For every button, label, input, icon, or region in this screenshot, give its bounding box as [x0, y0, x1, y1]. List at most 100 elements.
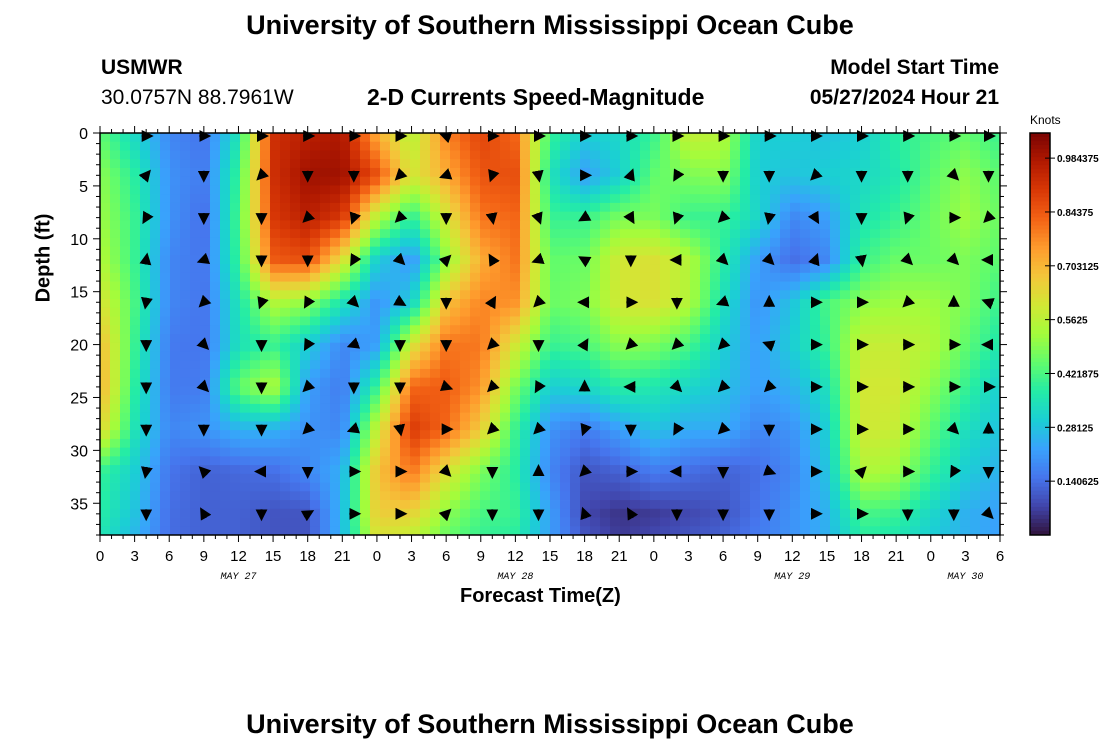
heatmap-cell	[590, 325, 601, 335]
heatmap-cell	[700, 220, 711, 230]
heatmap-cell	[890, 220, 901, 230]
heatmap-cell	[740, 325, 751, 335]
heatmap-cell	[810, 159, 821, 169]
heatmap-cell	[790, 360, 801, 370]
heatmap-cell	[640, 465, 651, 475]
heatmap-cell	[940, 351, 951, 361]
heatmap-cell	[420, 176, 431, 186]
heatmap-cell	[100, 255, 111, 265]
colorbar-swatch	[1030, 522, 1050, 528]
heatmap-cell	[750, 334, 761, 344]
heatmap-cell	[700, 377, 711, 387]
heatmap-cell	[670, 360, 681, 370]
heatmap-cell	[470, 456, 481, 466]
heatmap-cell	[690, 491, 701, 501]
heatmap-cell	[790, 430, 801, 440]
heatmap-cell	[100, 220, 111, 230]
heatmap-cell	[320, 334, 331, 344]
heatmap-cell	[830, 141, 841, 151]
heatmap-cell	[440, 307, 451, 317]
heatmap-cell	[790, 176, 801, 186]
heatmap-cell	[910, 167, 921, 178]
heatmap-cell	[540, 141, 551, 151]
heatmap-cell	[740, 386, 751, 396]
heatmap-cell	[800, 377, 811, 387]
heatmap-cell	[880, 237, 891, 248]
heatmap-cell	[400, 368, 411, 379]
heatmap-cell	[150, 473, 161, 483]
heatmap-cell	[140, 500, 151, 510]
heatmap-cell	[460, 176, 471, 186]
heatmap-cell	[710, 159, 721, 169]
heatmap-cell	[130, 438, 141, 449]
heatmap-cell	[920, 167, 931, 178]
heatmap-cell	[820, 334, 831, 344]
heatmap-cell	[950, 176, 961, 186]
colorbar: 0.9843750.843750.7031250.56250.4218750.2…	[1029, 132, 1099, 536]
heatmap-cell	[220, 508, 231, 518]
heatmap-cell	[400, 325, 411, 335]
heatmap-cell	[230, 185, 241, 195]
heatmap-cell	[360, 360, 371, 370]
heatmap-cell	[270, 377, 281, 387]
heatmap-cell	[910, 368, 921, 379]
heatmap-cell	[340, 377, 351, 387]
heatmap-cell	[630, 316, 641, 326]
colorbar-swatch	[1030, 141, 1050, 146]
heatmap-cell	[530, 220, 541, 230]
heatmap-cell	[720, 237, 731, 248]
heatmap-cell	[880, 307, 891, 317]
heatmap-cell	[550, 517, 561, 527]
heatmap-cell	[250, 403, 261, 414]
heatmap-cell	[390, 403, 401, 414]
heatmap-cell	[270, 412, 281, 422]
heatmap-cell	[590, 176, 601, 186]
heatmap-cell	[790, 299, 801, 309]
heatmap-cell	[370, 316, 381, 326]
heatmap-cell	[150, 264, 161, 274]
heatmap-cell	[920, 255, 931, 265]
heatmap-cell	[840, 526, 851, 536]
heatmap-cell	[340, 447, 351, 457]
heatmap-cell	[800, 500, 811, 510]
heatmap-cell	[590, 395, 601, 405]
heatmap-cell	[740, 264, 751, 274]
heatmap-cell	[160, 351, 171, 361]
heatmap-cell	[210, 342, 221, 352]
heatmap-cell	[160, 150, 171, 160]
heatmap-cell	[850, 167, 861, 178]
colorbar-swatch	[1030, 321, 1050, 327]
heatmap-cell	[160, 377, 171, 387]
heatmap-cell	[630, 150, 641, 160]
heatmap-cell	[910, 194, 921, 204]
heatmap-cell	[270, 272, 281, 282]
heatmap-cell	[840, 360, 851, 370]
heatmap-cell	[370, 456, 381, 466]
heatmap-cell	[890, 281, 901, 291]
heatmap-cell	[270, 386, 281, 396]
heatmap-cell	[240, 220, 251, 230]
heatmap-cell	[580, 430, 591, 440]
heatmap-cell	[360, 526, 371, 536]
heatmap-cell	[300, 438, 311, 449]
heatmap-cell	[860, 264, 871, 274]
heatmap-cell	[680, 133, 691, 143]
colorbar-swatch	[1030, 229, 1050, 234]
heatmap-cell	[240, 395, 251, 405]
heatmap-cell	[180, 368, 191, 379]
heatmap-cell	[300, 202, 311, 213]
heatmap-cell	[600, 281, 611, 291]
heatmap-cell	[690, 185, 701, 195]
heatmap-cell	[310, 491, 321, 501]
heatmap-cell	[650, 456, 661, 466]
heatmap-cell	[890, 202, 901, 213]
heatmap-cell	[610, 255, 621, 265]
heatmap-cell	[550, 438, 561, 449]
heatmap-cell	[190, 290, 201, 300]
heatmap-cell	[140, 272, 151, 282]
heatmap-cell	[460, 141, 471, 151]
heatmap-cell	[870, 264, 881, 274]
heatmap-cell	[550, 508, 561, 518]
heatmap-cell	[520, 517, 531, 527]
heatmap-cell	[910, 255, 921, 265]
